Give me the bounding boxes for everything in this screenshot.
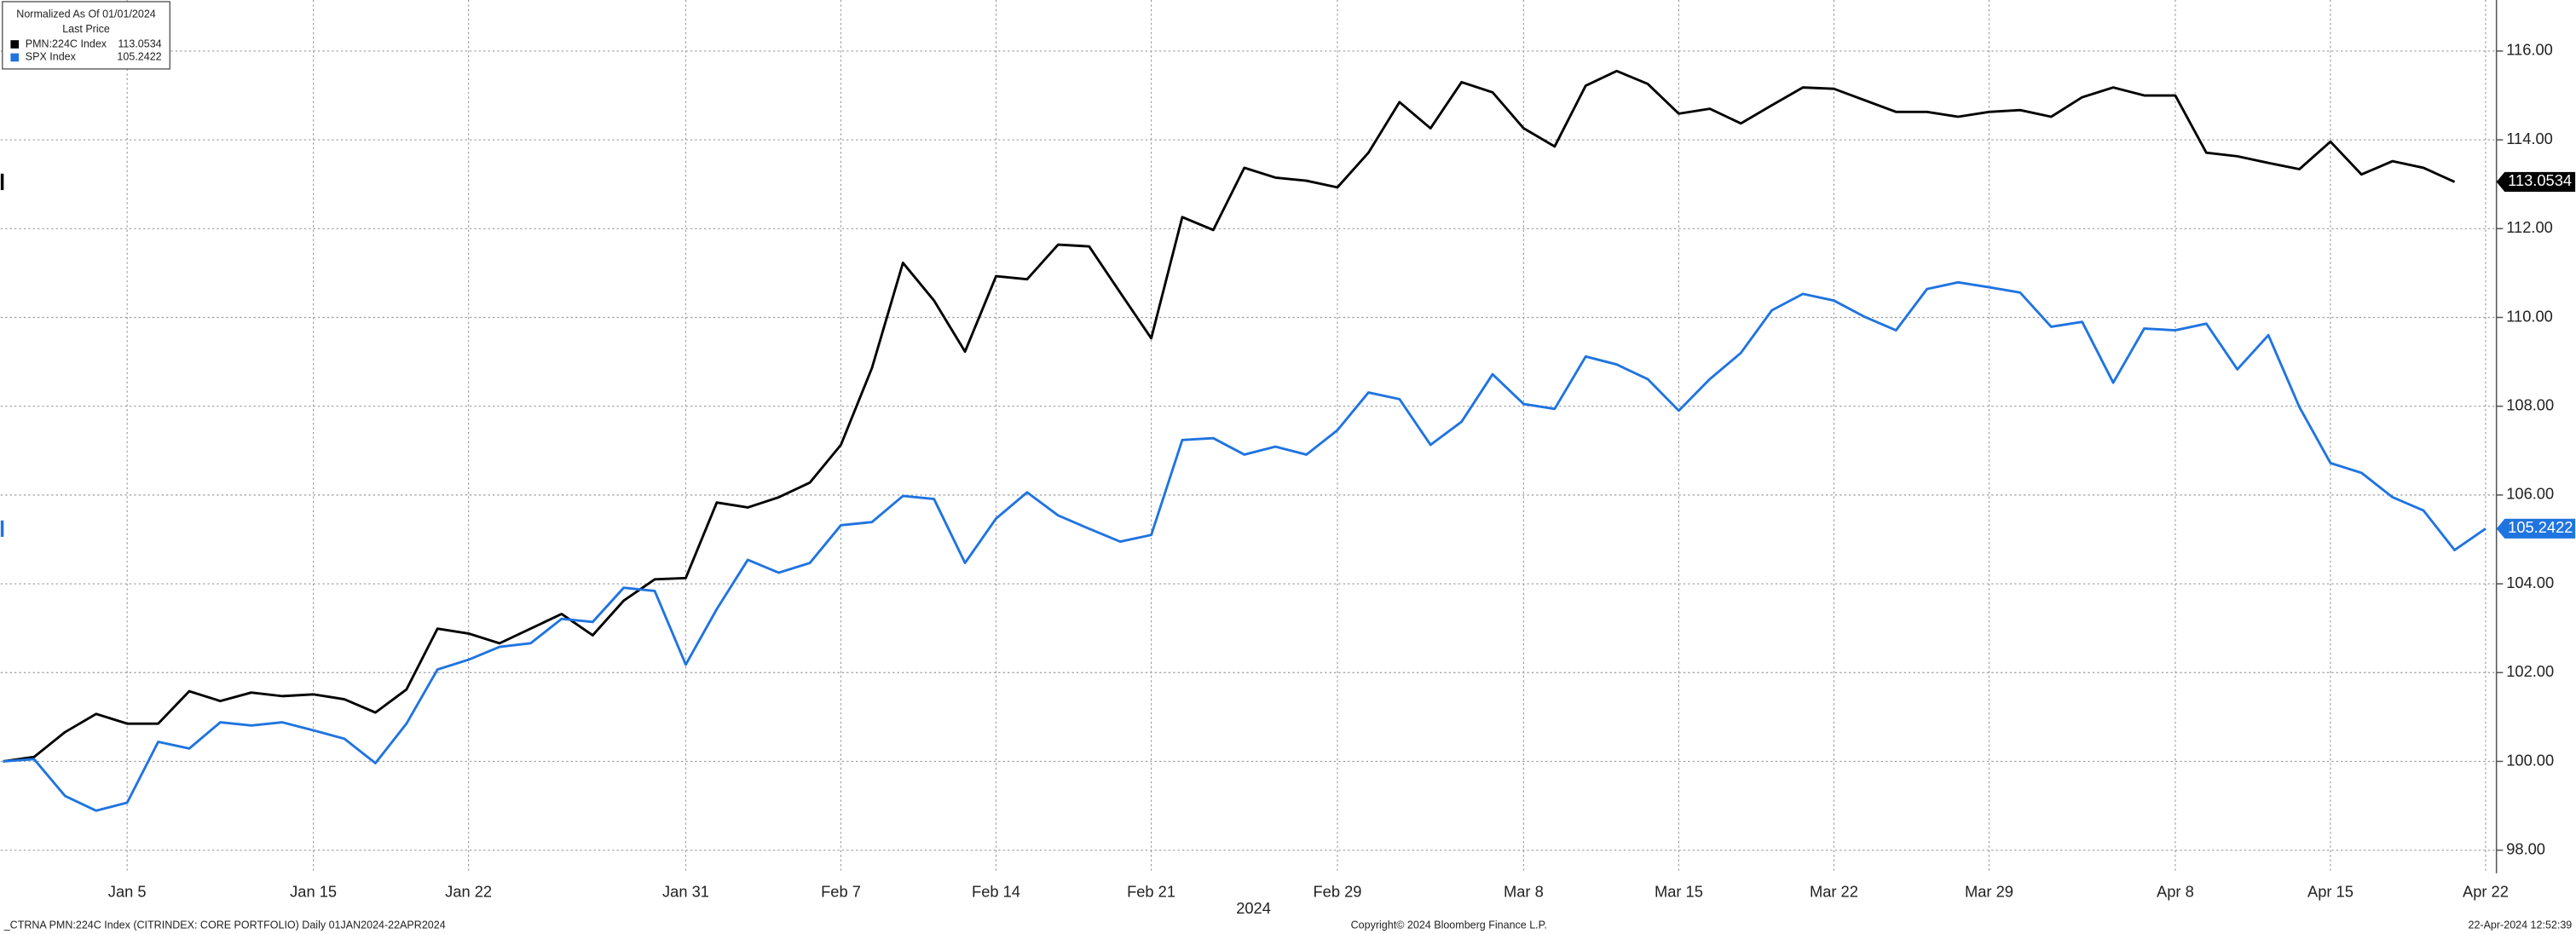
footer-left: _CTRNA PMN:224C Index (CITRINDEX: CORE P… (3, 920, 446, 931)
x-tick-label: Feb 7 (821, 883, 861, 901)
x-tick-label: Apr 8 (2157, 883, 2194, 901)
y-tick-label: 116.00 (2506, 41, 2553, 59)
y-tick-label: 104.00 (2506, 574, 2554, 591)
y-tick-label: 108.00 (2506, 396, 2554, 414)
x-tick-label: Jan 31 (662, 883, 709, 901)
legend-value: 105.2422 (117, 51, 161, 63)
x-tick-label: Jan 15 (290, 883, 337, 901)
x-tick-label: Apr 22 (2463, 883, 2509, 901)
x-tick-label: Jan 5 (108, 883, 147, 901)
x-tick-label: Jan 22 (445, 883, 492, 901)
y-tick-label: 102.00 (2506, 662, 2554, 680)
x-tick-label: Mar 22 (1810, 883, 1858, 901)
legend-label: PMN:224C Index (26, 37, 107, 49)
x-tick-label: Mar 15 (1655, 883, 1703, 901)
legend-value: 113.0534 (118, 37, 161, 49)
y-tick-label: 110.00 (2506, 307, 2553, 325)
x-tick-label: Mar 29 (1965, 883, 2013, 901)
series-line (3, 280, 2486, 812)
left-marker (0, 173, 4, 191)
x-tick-label: Feb 29 (1314, 883, 1362, 901)
footer-right: 22-Apr-2024 12:52:39 (2468, 920, 2572, 931)
legend-title: Normalized As Of 01/01/2024 (16, 9, 156, 20)
legend-subtitle: Last Price (62, 23, 110, 35)
y-tick-label: 106.00 (2506, 485, 2554, 503)
x-tick-label: Feb 14 (972, 883, 1020, 901)
x-tick-label: Apr 15 (2307, 883, 2354, 901)
last-price-label: 113.0534 (2508, 171, 2572, 189)
legend-label: SPX Index (26, 51, 77, 63)
y-tick-label: 98.00 (2506, 839, 2545, 857)
x-tick-label: Mar 8 (1504, 883, 1544, 901)
footer-center: Copyright© 2024 Bloomberg Finance L.P. (1351, 920, 1547, 931)
last-price-label: 105.2422 (2508, 518, 2573, 536)
x-tick-label: Feb 21 (1127, 883, 1175, 901)
legend-swatch (10, 53, 20, 62)
plot-area: 98.00 100.00 102.00 104.00 106.00 108.00 110.0… (0, 0, 2576, 901)
last-price-badge (2496, 518, 2576, 539)
y-tick-label: 100.00 (2506, 751, 2554, 769)
y-tick-label: 114.00 (2506, 130, 2553, 147)
legend-box (2, 1, 170, 70)
y-tick-label: 112.00 (2506, 218, 2553, 236)
x-axis-label: 2024 (1236, 899, 1271, 917)
last-price-badge (2496, 171, 2576, 192)
legend-swatch (10, 40, 20, 49)
left-marker (0, 520, 4, 537)
series-line (3, 69, 2456, 763)
legend: Normalized As Of 01/01/2024 Last Price P… (2, 1, 170, 70)
